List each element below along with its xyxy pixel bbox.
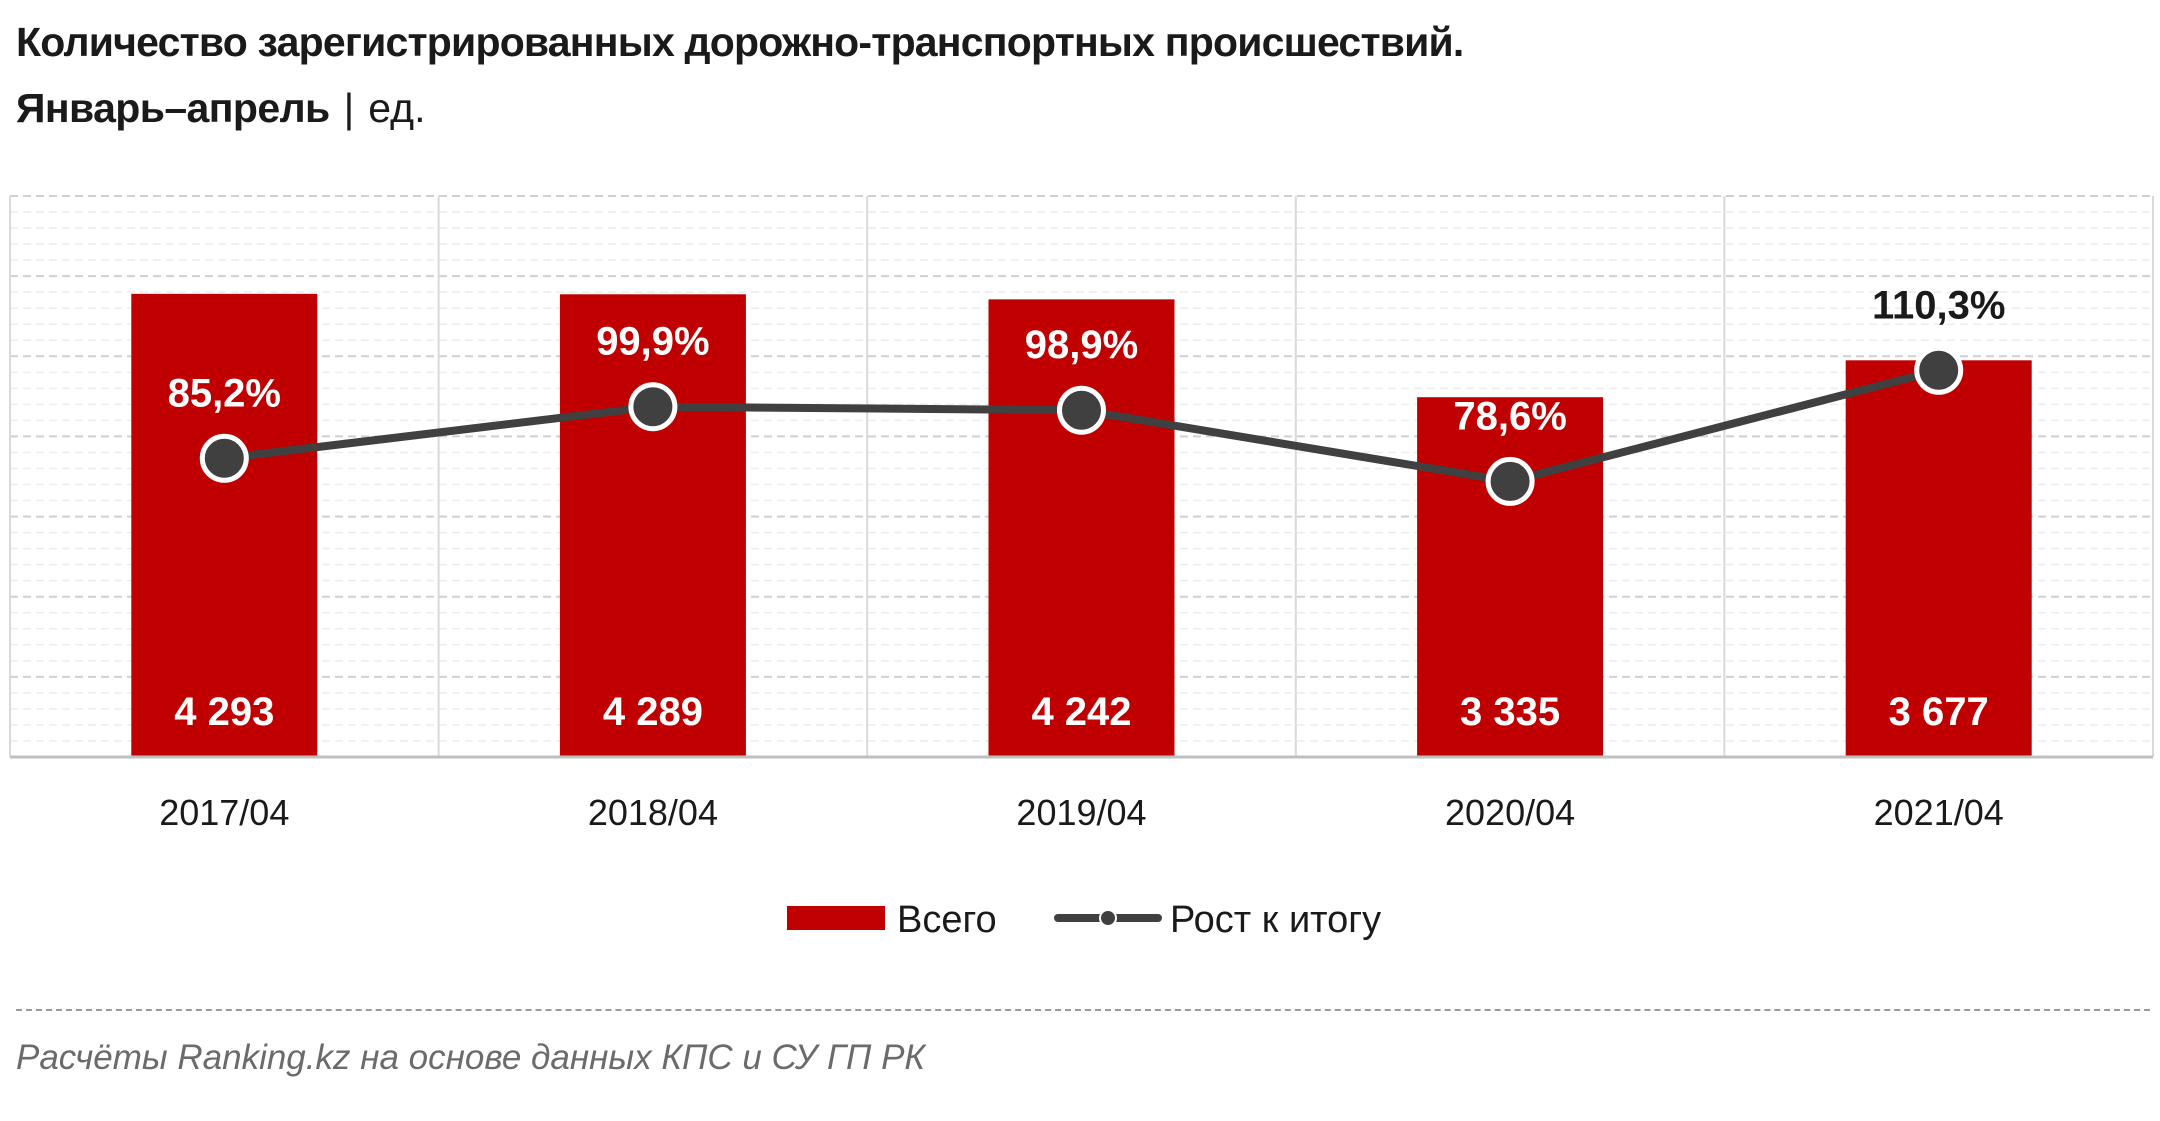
subtitle-period: Январь–апрель xyxy=(16,85,330,131)
legend-swatch-bars xyxy=(787,906,885,930)
source-note: Расчёты Ranking.kz на основе данных КПС … xyxy=(16,1038,926,1077)
bar xyxy=(1845,360,2032,757)
x-tick-label: 2018/04 xyxy=(588,792,718,833)
legend-label-bars: Всего xyxy=(897,899,997,941)
legend-swatch-point xyxy=(1099,909,1117,927)
growth-label: 99,9% xyxy=(596,320,709,364)
growth-point xyxy=(628,382,678,432)
bar xyxy=(988,299,1175,757)
growth-point xyxy=(199,433,249,483)
bar-value-label: 3 677 xyxy=(1889,690,1989,734)
x-tick-label: 2019/04 xyxy=(1016,792,1146,833)
growth-label: 85,2% xyxy=(168,371,281,415)
growth-label: 110,3% xyxy=(1872,283,2005,327)
bar xyxy=(131,293,318,757)
chart: 4 293 4 289 4 242 3 335 3 677 2017/04 2018/04 2… xyxy=(9,195,2154,941)
x-tick-label: 2021/04 xyxy=(1874,792,2004,833)
x-tick-label: 2017/04 xyxy=(159,792,289,833)
bar-value-label: 3 335 xyxy=(1460,690,1560,734)
bar-value-label: 4 289 xyxy=(603,690,703,734)
growth-label: 98,9% xyxy=(1025,323,1138,367)
growth-point xyxy=(1057,385,1106,435)
bar-value-label: 4 242 xyxy=(1031,690,1131,734)
x-tick-label: 2020/04 xyxy=(1445,792,1575,833)
bar xyxy=(559,294,746,757)
source-divider xyxy=(16,1009,2150,1011)
legend-label-line: Рост к итогу xyxy=(1170,899,1381,941)
chart-title: Количество зарегистрированных дорожно-тр… xyxy=(16,19,1464,65)
growth-label: 78,6% xyxy=(1453,394,1566,438)
subtitle-separator: | xyxy=(343,85,355,131)
growth-point xyxy=(1485,456,1535,506)
chart-subtitle: Январь–апрель | ед. xyxy=(16,80,426,136)
growth-point xyxy=(1914,345,1964,395)
subtitle-unit: ед. xyxy=(368,85,426,131)
bar-value-label: 4 293 xyxy=(174,690,274,734)
